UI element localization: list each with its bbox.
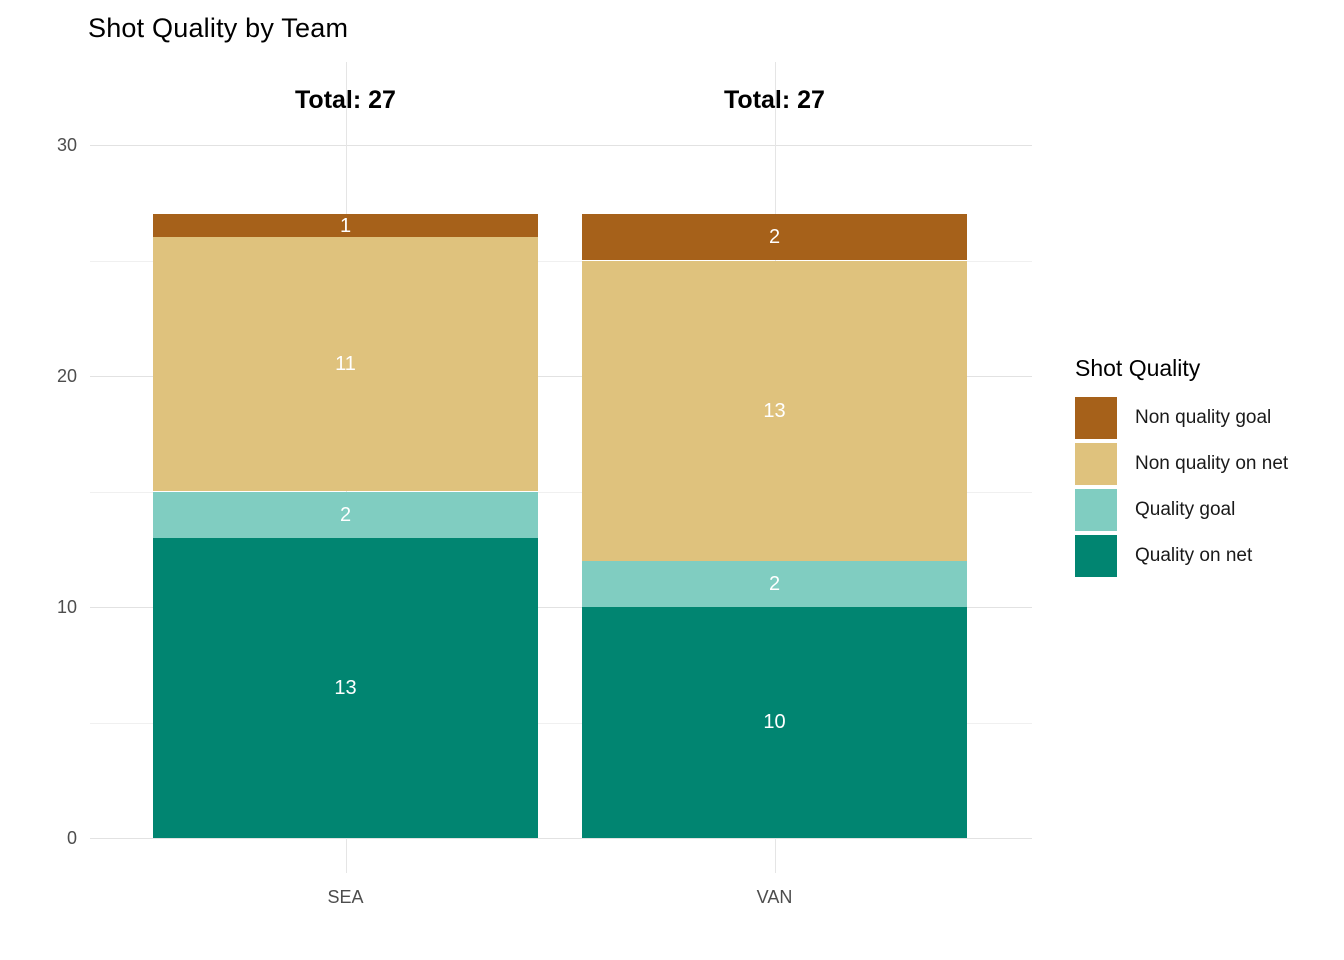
gridline-horizontal-major <box>90 376 1032 377</box>
bar-value-label: 2 <box>339 503 352 526</box>
chart-title: Shot Quality by Team <box>88 13 349 43</box>
gridline-horizontal-minor <box>90 260 1032 262</box>
y-axis-tick-label: 30 <box>56 135 77 155</box>
bar-segment-quality-on-net: 10 <box>582 606 967 838</box>
y-axis-tick-label: 20 <box>56 366 77 386</box>
legend-item-label: Quality goal <box>1135 499 1236 520</box>
bar-value-label: 1 <box>339 214 352 237</box>
bar-value-label: 13 <box>334 676 357 699</box>
bar-segment-non-quality-on-net: 13 <box>582 260 967 561</box>
bar-segment-non-quality-goal: 1 <box>153 214 538 238</box>
legend-item-label: Non quality on net <box>1135 453 1289 474</box>
bar-value-label: 10 <box>763 711 786 734</box>
bar-value-label: 11 <box>335 353 356 376</box>
legend-item-label: Quality on net <box>1135 545 1253 566</box>
legend-item: Non quality on net <box>1075 443 1340 485</box>
x-axis-tick-label-van: VAN <box>756 887 793 907</box>
legend-swatch-icon <box>1075 443 1117 485</box>
x-axis-tick-label-sea: SEA <box>327 887 364 907</box>
legend-title: Shot Quality <box>1075 355 1201 381</box>
bar-segment-quality-goal: 2 <box>153 491 538 538</box>
legend-item: Non quality goal <box>1075 397 1340 439</box>
gridline-horizontal-minor <box>90 722 1032 724</box>
legend-items: Non quality goal Non quality on net Qualit… <box>1075 397 1340 577</box>
bar-total-label: Total: 27 <box>295 86 396 114</box>
bar-value-label: 2 <box>768 572 781 595</box>
bar-segment-non-quality-on-net: 11 <box>153 237 538 492</box>
legend-swatch-icon <box>1075 397 1117 439</box>
bar-value-label: 2 <box>768 226 781 249</box>
gridline-horizontal-major <box>90 607 1032 608</box>
bar-segment-non-quality-goal: 2 <box>582 214 967 261</box>
y-axis-tick-label: 10 <box>56 597 77 617</box>
stacked-bar-sea: 13 2 11 1 <box>153 214 538 838</box>
bar-segment-quality-goal: 2 <box>582 560 967 607</box>
y-axis-tick-label: 0 <box>66 828 77 848</box>
legend-item-label: Non quality goal <box>1135 407 1272 428</box>
stacked-bar-van: 10 2 13 2 <box>582 214 967 838</box>
legend-swatch-icon <box>1075 489 1117 531</box>
gridline-horizontal-major <box>90 145 1032 146</box>
legend-item: Quality on net <box>1075 535 1340 577</box>
bar-value-label: 13 <box>763 399 786 422</box>
legend: Shot Quality Non quality goal Non quality… <box>1075 355 1340 581</box>
gridline-horizontal-minor <box>90 491 1032 493</box>
bar-segment-quality-on-net: 13 <box>153 537 538 838</box>
legend-swatch-icon <box>1075 535 1117 577</box>
gridline-horizontal-major <box>90 838 1032 839</box>
bar-total-label: Total: 27 <box>724 86 825 114</box>
legend-item: Quality goal <box>1075 489 1340 531</box>
